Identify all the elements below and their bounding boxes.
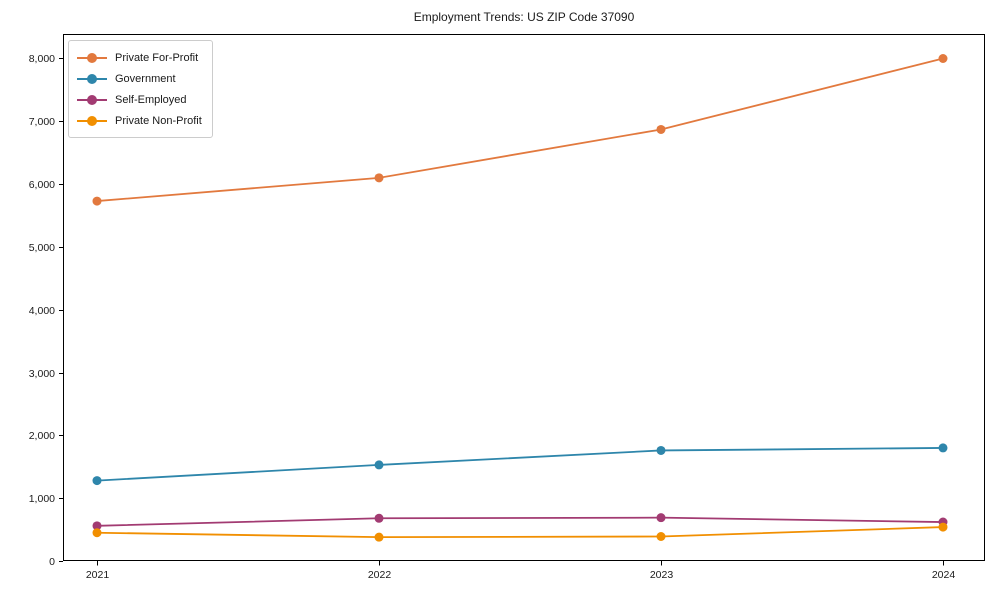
legend-label: Private Non-Profit bbox=[115, 114, 202, 127]
series-line-private-non-profit bbox=[96, 526, 944, 539]
x-tick-label-2023: 2023 bbox=[650, 569, 674, 581]
legend-label: Private For-Profit bbox=[115, 51, 199, 64]
data-point-government-2021 bbox=[92, 476, 102, 486]
legend-item-private-non-profit: Private Non-Profit bbox=[77, 110, 202, 131]
data-point-government-2022 bbox=[374, 460, 384, 470]
legend-dot-swatch bbox=[87, 52, 97, 63]
data-point-private-non-profit-2023 bbox=[656, 532, 666, 542]
data-point-self-employed-2023 bbox=[656, 513, 666, 523]
y-tick-label-4000: 4,000 bbox=[29, 305, 55, 317]
y-tick-label-5000: 5,000 bbox=[29, 242, 55, 254]
data-point-private-for-profit-2024 bbox=[938, 53, 948, 63]
legend-item-government: Government bbox=[77, 68, 202, 89]
x-tick-label-2021: 2021 bbox=[86, 569, 110, 581]
data-point-private-for-profit-2022 bbox=[374, 173, 384, 183]
x-tick-label-2022: 2022 bbox=[368, 569, 392, 581]
legend-marker-private-for-profit-icon bbox=[77, 52, 107, 63]
y-tick-label-8000: 8,000 bbox=[29, 53, 55, 65]
data-point-private-for-profit-2021 bbox=[92, 196, 102, 206]
series-line-government bbox=[96, 447, 944, 482]
chart-title: Employment Trends: US ZIP Code 37090 bbox=[413, 10, 635, 24]
series-line-private-for-profit bbox=[96, 57, 944, 202]
data-point-government-2024 bbox=[938, 443, 948, 453]
data-point-government-2023 bbox=[656, 445, 666, 455]
data-point-private-non-profit-2022 bbox=[374, 532, 384, 542]
legend-marker-government-icon bbox=[77, 73, 107, 84]
y-tick-label-2000: 2,000 bbox=[29, 430, 55, 442]
data-point-self-employed-2022 bbox=[374, 513, 384, 523]
legend-item-private-for-profit: Private For-Profit bbox=[77, 47, 202, 68]
data-point-private-for-profit-2023 bbox=[656, 124, 666, 134]
legend-label: Self-Employed bbox=[115, 93, 187, 106]
x-tick-label-2024: 2024 bbox=[932, 569, 956, 581]
legend-dot-swatch bbox=[87, 115, 97, 126]
data-point-private-non-profit-2021 bbox=[92, 528, 102, 538]
data-point-private-non-profit-2024 bbox=[938, 522, 948, 532]
series-line-self-employed bbox=[96, 516, 944, 527]
legend: Private For-Profit Government Self-Employe… bbox=[68, 40, 213, 138]
legend-label: Government bbox=[115, 72, 176, 85]
y-tick-label-1000: 1,000 bbox=[29, 493, 55, 505]
y-tick-label-3000: 3,000 bbox=[29, 368, 55, 380]
legend-item-self-employed: Self-Employed bbox=[77, 89, 202, 110]
y-tick-label-0: 0 bbox=[49, 556, 55, 568]
data-point-self-employed-2021 bbox=[92, 521, 102, 531]
legend-dot-swatch bbox=[87, 73, 97, 84]
y-tick-label-7000: 7,000 bbox=[29, 116, 55, 128]
y-tick-label-6000: 6,000 bbox=[29, 179, 55, 191]
legend-marker-self-employed-icon bbox=[77, 94, 107, 105]
plot-frame bbox=[63, 34, 985, 561]
legend-dot-swatch bbox=[87, 94, 97, 105]
legend-marker-private-non-profit-icon bbox=[77, 115, 107, 126]
